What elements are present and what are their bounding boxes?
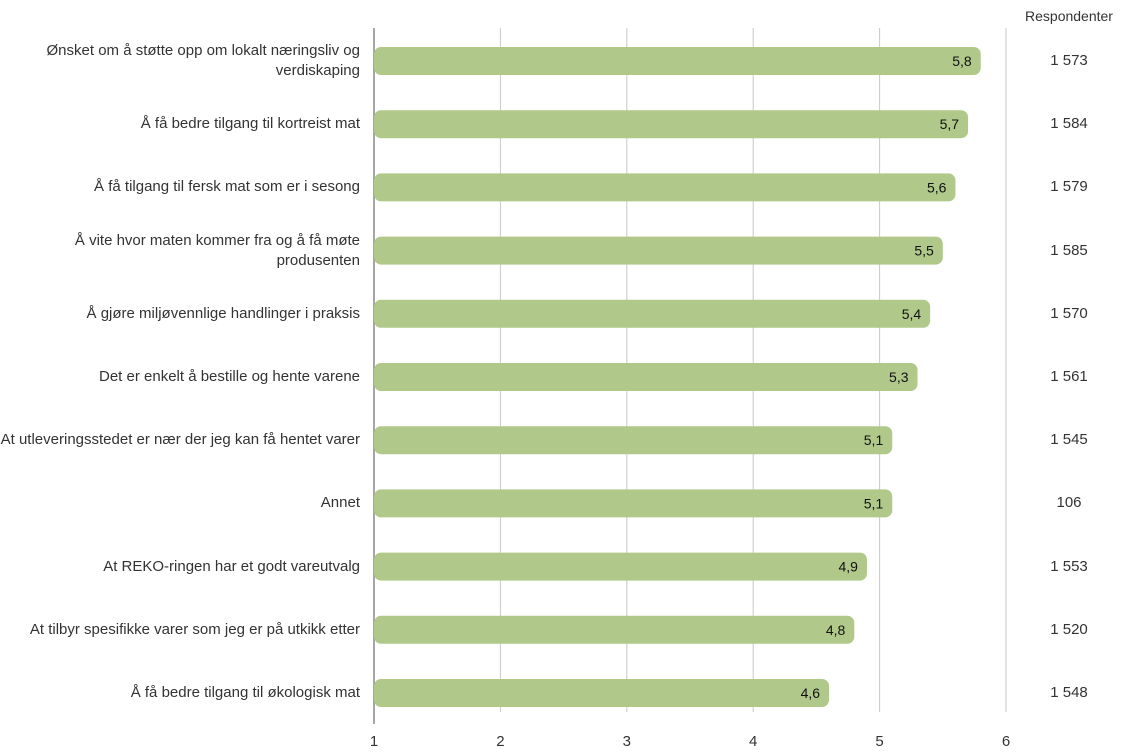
value-label: 5,8	[952, 53, 972, 69]
bar	[374, 363, 918, 391]
value-label: 5,3	[889, 369, 909, 385]
respondents-value: 1 561	[1050, 368, 1088, 385]
category-label: Å gjøre miljøvennlige handlinger i praks…	[86, 304, 360, 322]
x-tick-label: 2	[496, 733, 504, 750]
x-tick-label: 3	[623, 733, 631, 750]
category-label: At utleveringsstedet er nær der jeg kan …	[0, 431, 360, 449]
respondents-value: 1 585	[1050, 241, 1088, 259]
bar	[374, 615, 855, 644]
bar	[374, 236, 943, 265]
bar	[374, 110, 969, 139]
respondents-value: 1 570	[1050, 304, 1088, 322]
category-label: At tilbyr spesifikke varer som jeg er på…	[29, 620, 360, 638]
x-tick-label: 5	[875, 733, 883, 750]
category-label: Å få bedre tilgang til kortreist mat	[140, 115, 360, 133]
respondents-value: 1 573	[1050, 52, 1088, 69]
bar	[374, 47, 981, 75]
respondents-header: Respondenter	[1025, 8, 1113, 24]
category-label: At REKO-ringen har et godt vareutvalg	[103, 557, 360, 575]
value-label: 5,4	[902, 306, 922, 322]
category-label: Ønsket om å støtte opp om lokalt nærings…	[46, 42, 360, 79]
value-label: 5,5	[914, 243, 934, 259]
value-label: 5,6	[927, 179, 947, 195]
respondents-value: 1 584	[1050, 115, 1088, 133]
value-label: 4,8	[826, 622, 846, 638]
bar	[374, 489, 893, 518]
x-tick-label: 4	[749, 733, 757, 750]
x-tick-label: 1	[370, 733, 378, 750]
bar	[374, 552, 867, 581]
value-label: 5,1	[864, 495, 884, 511]
category-label: Å vite hvor maten kommer fra og å få møt…	[74, 231, 360, 269]
bar	[374, 679, 830, 707]
value-label: 5,7	[940, 116, 960, 132]
value-label: 4,9	[838, 559, 858, 575]
respondents-value: 1 553	[1050, 557, 1088, 575]
value-label: 5,1	[864, 432, 884, 448]
category-label: Å få tilgang til fersk mat som er i seso…	[94, 178, 360, 196]
respondents-value: 1 579	[1050, 178, 1088, 196]
bar	[374, 299, 931, 328]
category-label: Å få bedre tilgang til økologisk mat	[130, 684, 360, 701]
respondents-value: 1 545	[1050, 431, 1088, 449]
bar	[374, 173, 956, 202]
x-tick-label: 6	[1002, 733, 1010, 750]
respondents-value: 1 520	[1050, 620, 1088, 638]
value-label: 4,6	[801, 685, 821, 701]
category-label: Annet	[320, 494, 360, 512]
respondents-value: 1 548	[1050, 684, 1088, 701]
category-label: Det er enkelt å bestille og hente varene	[99, 368, 360, 385]
respondents-value: 106	[1056, 494, 1082, 512]
bar	[374, 426, 893, 455]
